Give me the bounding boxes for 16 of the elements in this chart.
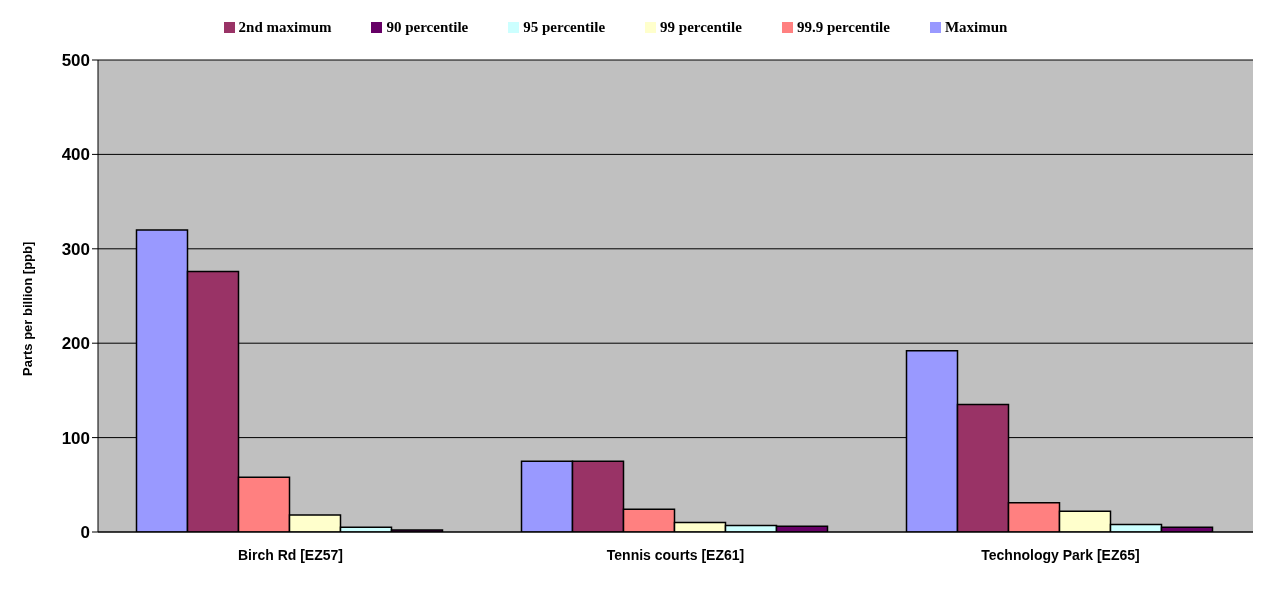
y-tick-label: 500 <box>61 51 90 71</box>
x-tick-label: Birch Rd [EZ57] <box>237 546 344 563</box>
legend-label: 99 percentile <box>660 19 742 35</box>
x-tick-label: Tennis courts [EZ61] <box>606 546 745 563</box>
y-tick-label: 400 <box>61 145 90 165</box>
legend-label: 2nd maximum <box>238 19 332 35</box>
legend-label: 99.9 percentile <box>796 19 890 35</box>
legend-label: 90 percentile <box>386 19 469 35</box>
y-tick-label: 100 <box>61 428 90 448</box>
y-axis-title: Parts per billion [ppb] <box>19 241 35 376</box>
y-tick-label: 0 <box>80 523 90 543</box>
y-tick-label: 200 <box>61 334 90 354</box>
legend-label: 95 percentile <box>523 19 606 35</box>
y-tick-label: 300 <box>61 239 90 259</box>
legend-label: Maximun <box>944 19 1008 35</box>
x-tick-label: Technology Park [EZ65] <box>981 546 1140 563</box>
